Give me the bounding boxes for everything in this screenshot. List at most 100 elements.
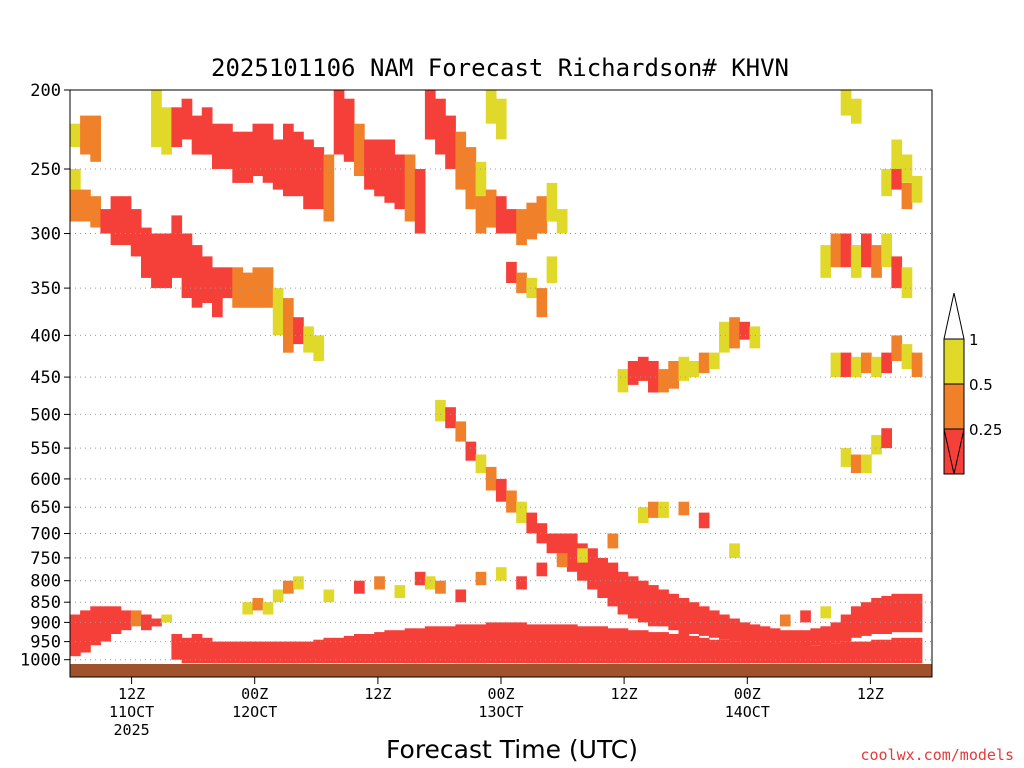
heatmap-cell [597, 557, 608, 598]
heatmap-cell [283, 641, 294, 664]
heatmap-cell [252, 641, 264, 664]
legend-arrow-down [943, 428, 965, 475]
heatmap-cell [627, 576, 639, 619]
x-tick-label: 12Z [364, 685, 391, 703]
heatmap-cell [151, 233, 162, 289]
heatmap-cell [546, 182, 558, 222]
heatmap-cell [840, 352, 852, 377]
heatmap-cell [901, 593, 913, 633]
heatmap-cell [769, 645, 781, 664]
heatmap-cell [668, 361, 679, 389]
heatmap-cell [790, 645, 801, 664]
x-tick-label: 14OCT [725, 703, 770, 721]
legend-label: 0.5 [969, 376, 993, 394]
heatmap-cell [556, 624, 568, 664]
heatmap-cell [587, 548, 598, 590]
heatmap-cell [445, 407, 456, 429]
heatmap-cell [861, 454, 872, 473]
x-tick-label: 00Z [487, 685, 514, 703]
heatmap-cell [414, 628, 426, 664]
heatmap-cell [80, 115, 91, 155]
heatmap-cell [546, 256, 558, 283]
heatmap-cell [100, 209, 112, 234]
heatmap-cell [485, 90, 497, 124]
heatmap-cell [232, 131, 243, 183]
heatmap-cell [495, 196, 507, 234]
heatmap-cell [840, 641, 852, 664]
heatmap-cell [455, 624, 467, 664]
heatmap-cell [840, 448, 852, 467]
heatmap-cell [658, 589, 669, 627]
heatmap-cell [830, 622, 842, 644]
heatmap-cell [901, 344, 913, 370]
heatmap-cell [90, 196, 101, 228]
x-axis-label: Forecast Time (UTC) [386, 735, 638, 764]
heatmap-cell [242, 272, 254, 308]
heatmap-cell [546, 533, 558, 554]
y-tick-label: 350 [30, 279, 61, 299]
heatmap-cell [526, 202, 538, 240]
heatmap-cell [384, 139, 396, 203]
heatmap-cell [191, 245, 203, 308]
heatmap-cell [191, 115, 203, 155]
heatmap-cell [779, 645, 791, 664]
heatmap-cell [556, 553, 568, 568]
heatmap-cell [648, 585, 659, 627]
heatmap-cell [708, 610, 720, 638]
heatmap-cell [495, 622, 507, 664]
y-tick-label: 800 [30, 572, 61, 592]
heatmap-cell [688, 361, 700, 378]
heatmap-cell [343, 635, 355, 664]
heatmap-cell [820, 643, 832, 664]
heatmap-cell [871, 356, 882, 377]
x-tick-label: 12Z [118, 685, 145, 703]
heatmap-cell [840, 90, 852, 116]
y-tick-label: 200 [30, 81, 61, 101]
heatmap-cell [881, 352, 892, 374]
heatmap-cell [272, 589, 284, 603]
heatmap-cell [222, 267, 233, 299]
heatmap-cell [850, 454, 862, 473]
heatmap-cell [739, 622, 750, 644]
heatmap-cell [374, 576, 385, 590]
heatmap-cell [201, 637, 213, 664]
heatmap-cell [293, 317, 304, 345]
heatmap-cell [455, 421, 467, 442]
heatmap-cell [800, 645, 811, 664]
heatmap-cell [191, 634, 203, 664]
x-tick-label: 00Z [734, 685, 761, 703]
heatmap-cell [891, 139, 903, 169]
heatmap-cell [232, 641, 243, 664]
heatmap-cell [455, 131, 467, 190]
heatmap-cell [729, 618, 740, 642]
y-tick-label: 700 [30, 525, 61, 545]
heatmap-cell [830, 643, 842, 664]
heatmap-cell [455, 589, 467, 603]
y-tick-label: 300 [30, 225, 61, 245]
heatmap-cell [120, 196, 132, 246]
heatmap-cell [719, 639, 730, 664]
heatmap-cell [871, 598, 882, 634]
heatmap-cell [110, 196, 122, 246]
heatmap-cell [495, 98, 507, 140]
heatmap-cell [212, 641, 223, 664]
heatmap-cell [617, 369, 629, 393]
heatmap-cell [333, 637, 345, 664]
heatmap-cell [516, 576, 527, 590]
heatmap-cell [749, 643, 761, 664]
heatmap-cell [658, 632, 669, 664]
heatmap-cell [698, 637, 710, 664]
heatmap-cell [587, 626, 598, 664]
heatmap-cell [90, 115, 101, 162]
heatmap-cell [871, 435, 882, 455]
heatmap-cell [830, 352, 842, 377]
heatmap-cell [566, 624, 578, 664]
legend-label: 1 [969, 331, 979, 349]
legend-arrow-up [943, 292, 965, 340]
plot-frame [69, 89, 933, 678]
y-tick-label: 750 [30, 549, 61, 569]
heatmap-cell [394, 154, 406, 210]
y-tick-label: 250 [30, 160, 61, 180]
heatmap-cell [80, 189, 91, 222]
heatmap-cell [323, 154, 335, 222]
